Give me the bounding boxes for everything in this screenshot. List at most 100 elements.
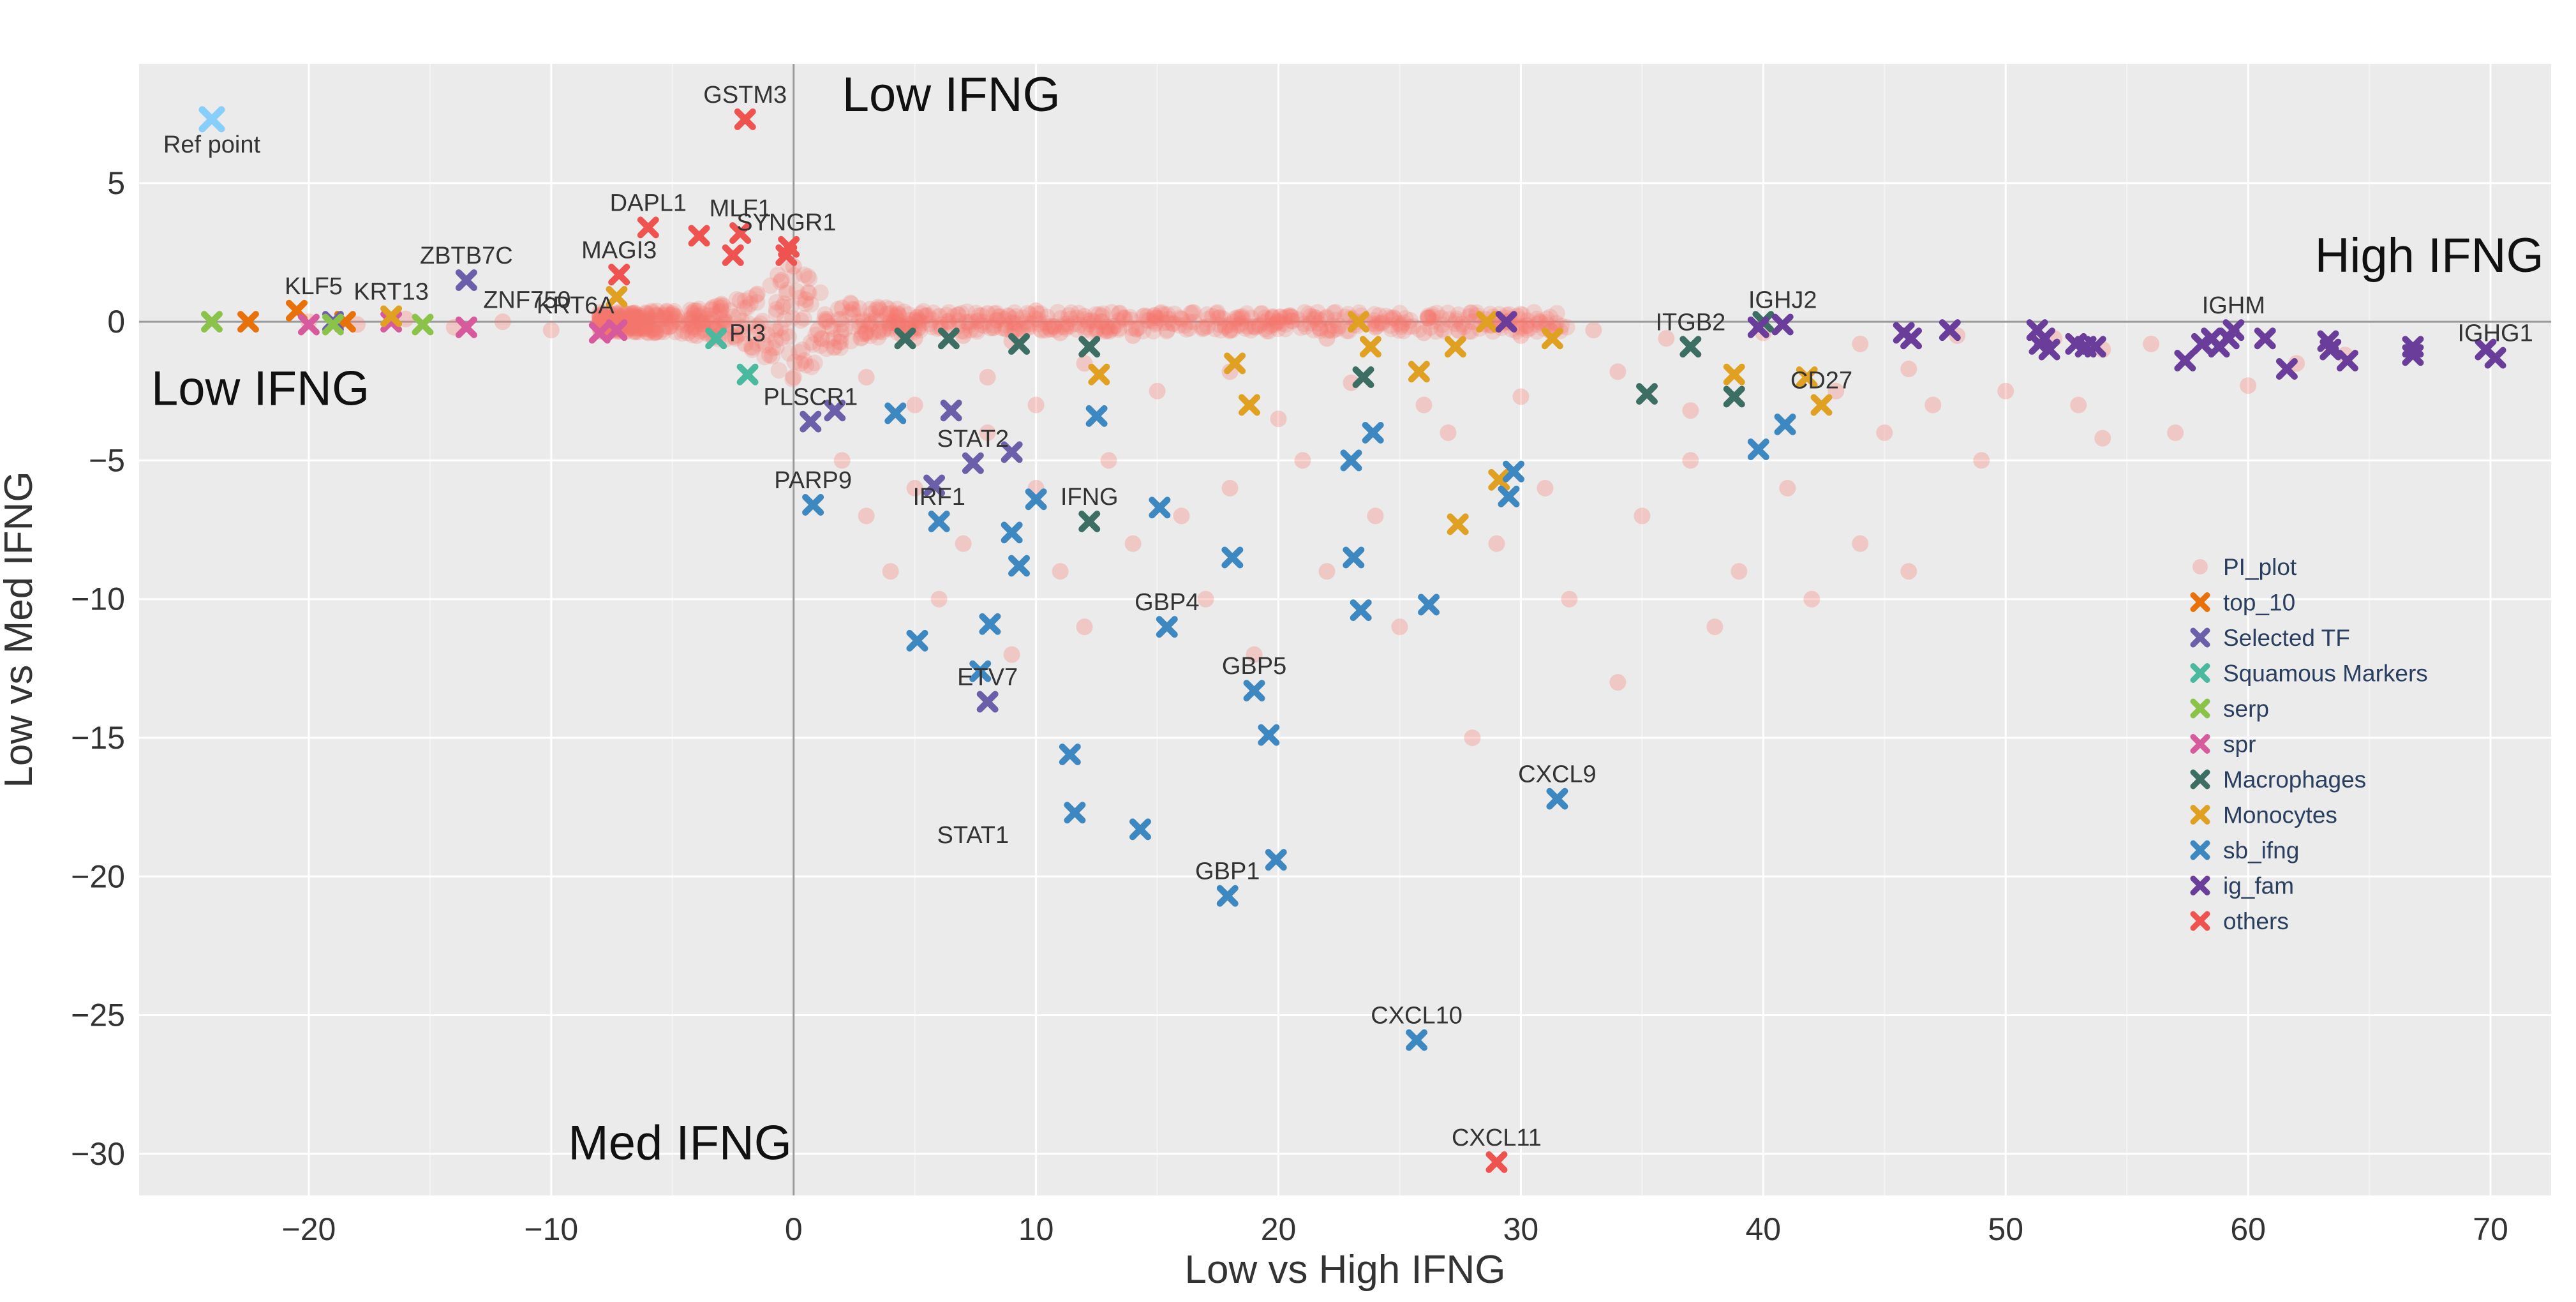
point-cloud-dot — [990, 308, 1007, 325]
point-cloud-dot — [1279, 308, 1296, 326]
gene-label: GBP1 — [1195, 858, 1260, 885]
legend-item-others[interactable]: others — [2190, 908, 2289, 934]
quadrant-label: High IFNG — [2315, 228, 2544, 283]
series-point-PI_plot — [797, 291, 814, 308]
legend-item-Macrophages[interactable]: Macrophages — [2190, 767, 2366, 793]
series-point-sb_ifng — [802, 493, 824, 516]
point-cloud-dot — [1066, 315, 1083, 333]
series-point-PI_plot — [1852, 335, 1869, 352]
point-cloud-dot — [648, 306, 665, 323]
series-point-PI_plot — [1027, 302, 1045, 319]
point-cloud-dot — [950, 312, 967, 329]
point-cloud-dot — [1264, 310, 1281, 327]
point-cloud-dot — [764, 348, 781, 365]
point-cloud-dot — [1395, 322, 1412, 340]
legend-label: top_10 — [2223, 590, 2295, 616]
point-cloud-dot — [655, 306, 673, 324]
y-tick-label: −30 — [71, 1136, 125, 1172]
point-cloud-dot — [639, 313, 657, 330]
point-cloud-dot — [1232, 317, 1249, 334]
series-point-sb_ifng — [1025, 488, 1047, 511]
gene-label: GBP5 — [1222, 653, 1286, 680]
point-cloud-dot — [833, 327, 850, 345]
series-point-Monocytes — [1088, 363, 1110, 385]
point-cloud-dot — [592, 304, 609, 321]
point-cloud-dot — [1264, 308, 1281, 326]
point-cloud-dot — [715, 310, 732, 327]
point-cloud-dot — [841, 304, 858, 321]
legend-swatch — [2190, 769, 2210, 789]
point-cloud-dot — [784, 370, 801, 387]
point-cloud-dot — [1292, 319, 1309, 336]
legend-item-serp[interactable]: serp — [2190, 696, 2269, 722]
legend-item-ig_fam[interactable]: ig_fam — [2190, 873, 2294, 899]
point-cloud-dot — [1156, 306, 1173, 323]
point-cloud-dot — [634, 318, 651, 336]
series-point-Macrophages — [1635, 383, 1658, 405]
point-cloud-dot — [923, 318, 941, 336]
point-cloud-dot — [630, 306, 647, 324]
point-cloud-dot — [741, 290, 758, 307]
point-cloud-dot — [1212, 322, 1230, 339]
series-point-sb_ifng — [1243, 680, 1265, 702]
point-cloud-dot — [1161, 310, 1178, 327]
point-cloud-dot — [1180, 320, 1198, 337]
point-cloud-dot — [629, 320, 646, 337]
point-cloud-dot — [626, 304, 643, 322]
series-point-sb_ifng — [1265, 849, 1287, 871]
point-cloud-dot — [1307, 310, 1325, 327]
point-cloud-dot — [1070, 304, 1087, 322]
point-cloud-dot — [1057, 318, 1074, 336]
point-cloud-dot — [1184, 304, 1201, 321]
point-cloud-dot — [744, 341, 761, 359]
point-cloud-dot — [988, 312, 1006, 329]
point-cloud-dot — [1135, 308, 1152, 325]
series-point-PI_plot — [712, 299, 729, 317]
point-cloud-dot — [962, 322, 979, 339]
legend-item-sb_ifng[interactable]: sb_ifng — [2190, 837, 2299, 864]
legend-item-Selected TF[interactable]: Selected TF — [2190, 625, 2350, 651]
point-cloud-dot — [1239, 318, 1256, 335]
point-cloud-dot — [956, 323, 973, 340]
point-cloud-dot — [1136, 307, 1154, 324]
point-cloud-dot — [1262, 318, 1279, 335]
point-cloud-dot — [679, 324, 696, 341]
point-cloud-dot — [1087, 322, 1104, 339]
series-point-ig_fam — [2402, 344, 2424, 366]
point-cloud-dot — [958, 303, 976, 320]
legend-item-PI_plot[interactable]: PI_plot — [2193, 554, 2297, 580]
legend-item-Squamous Markers[interactable]: Squamous Markers — [2190, 661, 2428, 687]
legend-item-Monocytes[interactable]: Monocytes — [2190, 802, 2337, 828]
point-cloud-dot — [1311, 319, 1329, 336]
point-cloud-dot — [940, 304, 957, 321]
point-cloud-dot — [639, 323, 656, 340]
series-point-ig_fam — [1939, 319, 1961, 341]
point-cloud-dot — [681, 311, 699, 329]
series-point-Monocytes — [1541, 327, 1563, 350]
point-cloud-dot — [602, 306, 619, 323]
point-cloud-dot — [912, 305, 930, 322]
point-cloud-dot — [1251, 317, 1268, 334]
series-point-Macrophages — [1352, 366, 1374, 389]
legend[interactable]: PI_plot top_10 Selected TF Squamous Markers… — [2190, 554, 2428, 934]
series-point-others — [729, 222, 752, 244]
series-point-PI_plot — [1900, 563, 1917, 580]
point-cloud-dot — [1076, 321, 1094, 338]
point-cloud-dot — [623, 304, 641, 322]
point-cloud-dot — [686, 305, 703, 322]
legend-item-spr[interactable]: spr — [2190, 731, 2256, 758]
point-cloud-dot — [842, 333, 860, 350]
series-point-PI_plot — [1367, 318, 1384, 336]
point-cloud-dot — [1011, 320, 1029, 338]
point-cloud-dot — [692, 323, 709, 340]
point-cloud-dot — [601, 308, 618, 325]
point-cloud-dot — [1386, 310, 1403, 327]
point-cloud-dot — [655, 310, 673, 327]
point-cloud-dot — [1057, 320, 1075, 337]
point-cloud-dot — [1224, 321, 1241, 338]
point-cloud-dot — [778, 281, 796, 299]
series-point-PI_plot — [1052, 563, 1069, 580]
series-point-PI_plot — [1318, 330, 1336, 347]
legend-item-top_10[interactable]: top_10 — [2190, 590, 2295, 616]
point-cloud-dot — [1115, 310, 1133, 327]
